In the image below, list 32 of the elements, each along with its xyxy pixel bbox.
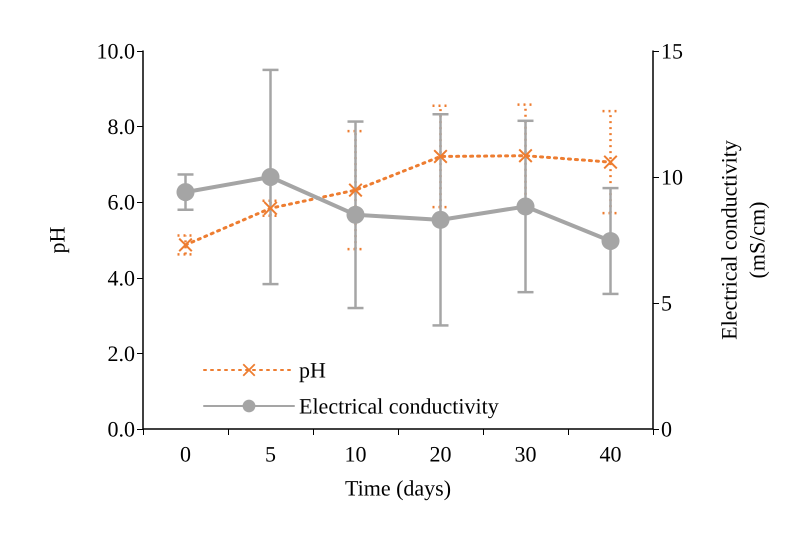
y-axis-title: pH [44,226,70,254]
y-tick-label: 6.0 [108,190,135,215]
point [518,148,532,163]
y-tick-label: 0.0 [108,416,135,442]
point [262,168,280,186]
point [432,210,450,229]
x-tick-label: 40 [600,442,622,466]
x-tick-label: 5 [265,442,276,466]
point [604,155,618,170]
point [176,183,194,202]
y-tick-label: 8.0 [108,114,135,140]
legend-label: Electrical conductivity [299,394,499,418]
y-tick-label: 2.0 [108,340,135,366]
y2-tick-label: 5 [661,290,672,316]
point [434,149,448,164]
y2-tick-label: 0 [661,416,672,442]
x-tick-label: 30 [514,442,536,466]
point [348,183,362,198]
x-tick-label: 10 [344,442,366,466]
y2-tick-label: 15 [661,38,683,64]
y2-axis-title: Electrical conductivity (mS/cm) [716,140,770,340]
x-tick-label: 0 [180,442,191,466]
legend-label: pH [299,358,326,382]
point [516,197,534,216]
y-tick-label: 10.0 [96,38,135,64]
x-axis-title: Time (days) [344,476,452,500]
point [602,232,620,250]
y-tick-label: 4.0 [108,265,135,290]
x-tick-label: 20 [430,442,452,466]
point [346,206,364,224]
point [178,238,192,252]
y2-tick-label: 10 [661,164,683,190]
